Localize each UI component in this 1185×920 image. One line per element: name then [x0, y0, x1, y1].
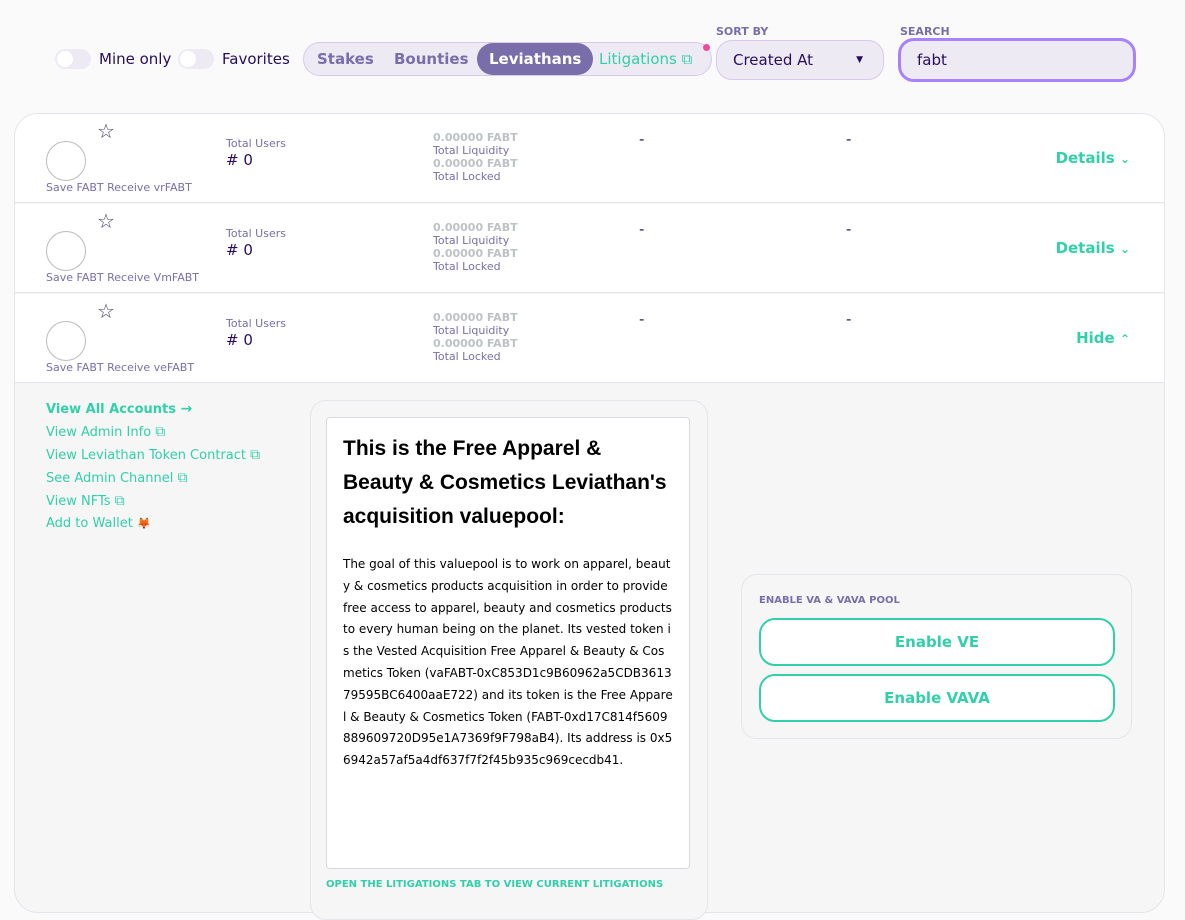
description-box: This is the Free Apparel & Beauty & Cosm… — [326, 417, 690, 869]
arrow-right-icon: → — [180, 401, 193, 417]
enable-vava-button[interactable]: Enable VAVA — [759, 674, 1115, 722]
locked-label: Total Locked — [433, 170, 501, 183]
link-view-admin-info[interactable]: View Admin Info ⧉ — [46, 424, 165, 440]
leviathan-row: ☆ Save FABT Receive veFABT Total Users #… — [15, 294, 1164, 383]
sort-value: Created At — [733, 51, 814, 69]
details-toggle[interactable]: Details ⌄ — [1056, 149, 1130, 167]
search-input[interactable] — [898, 38, 1136, 82]
liquidity-value: 0.00000 FABT — [433, 221, 518, 234]
users-label: Total Users — [226, 227, 286, 240]
link-view-leviathan-token-contract[interactable]: View Leviathan Token Contract ⧉ — [46, 447, 260, 463]
column-value: - — [846, 220, 852, 238]
enable-ve-button[interactable]: Enable VE — [759, 618, 1115, 666]
favorites-toggle[interactable] — [178, 49, 214, 69]
description-body: The goal of this valuepool is to work on… — [343, 557, 673, 768]
column-value: - — [639, 310, 645, 328]
users-value: # 0 — [226, 241, 253, 259]
link-add-to-wallet[interactable]: Add to Wallet 🦊 — [46, 516, 151, 531]
description-title: This is the Free Apparel & Beauty & Cosm… — [343, 437, 667, 528]
caret-down-icon: ▼ — [856, 55, 863, 65]
liquidity-value: 0.00000 FABT — [433, 311, 518, 324]
liquidity-label: Total Liquidity — [433, 324, 510, 337]
search-label: SEARCH — [900, 25, 950, 38]
avatar — [46, 141, 86, 181]
tab-litigations[interactable]: Litigations ⧉ — [587, 43, 704, 75]
star-icon[interactable]: ☆ — [97, 209, 115, 233]
details-toggle[interactable]: Hide ⌃ — [1076, 329, 1130, 347]
column-value: - — [639, 130, 645, 148]
users-value: # 0 — [226, 331, 253, 349]
mine-only-toggle[interactable] — [55, 49, 91, 69]
sort-label: SORT BY — [716, 25, 769, 38]
link-view-all-accounts[interactable]: View All Accounts → — [46, 401, 192, 417]
users-value: # 0 — [226, 151, 253, 169]
link-label: View All Accounts — [46, 402, 177, 417]
avatar — [46, 231, 86, 271]
avatar — [46, 321, 86, 361]
liquidity-value: 0.00000 FABT — [433, 131, 518, 144]
chevron-icon: ⌄ — [1119, 242, 1130, 256]
column-value: - — [639, 220, 645, 238]
tab-bounties[interactable]: Bounties — [394, 50, 469, 68]
locked-label: Total Locked — [433, 260, 501, 273]
details-label: Details — [1055, 239, 1115, 257]
liquidity-label: Total Liquidity — [433, 234, 510, 247]
link-label: Add to Wallet — [46, 516, 133, 531]
leviathan-row: ☆ Save FABT Receive VmFABT Total Users #… — [15, 204, 1164, 293]
metamask-fox-icon: 🦊 — [136, 517, 151, 530]
external-link-icon: ⧉ — [177, 470, 188, 486]
pool-name: Save FABT Receive vrFABT — [46, 181, 192, 194]
details-label: Hide — [1076, 329, 1115, 347]
pool-name: Save FABT Receive VmFABT — [46, 271, 200, 284]
external-link-icon: ⧉ — [114, 493, 125, 509]
locked-value: 0.00000 FABT — [433, 337, 518, 350]
column-value: - — [846, 310, 852, 328]
external-link-icon: ⧉ — [155, 424, 166, 440]
users-label: Total Users — [226, 137, 286, 150]
locked-label: Total Locked — [433, 350, 501, 363]
details-label: Details — [1055, 149, 1115, 167]
locked-value: 0.00000 FABT — [433, 247, 518, 260]
leviathan-row: ☆ Save FABT Receive vrFABT Total Users #… — [15, 114, 1164, 203]
link-see-admin-channel[interactable]: See Admin Channel ⧉ — [46, 470, 187, 486]
pool-label: ENABLE VA & VAVA POOL — [759, 595, 900, 606]
favorites-label: Favorites — [222, 50, 290, 68]
details-toggle[interactable]: Details ⌄ — [1056, 239, 1130, 257]
notification-dot — [703, 44, 710, 51]
link-label: View Leviathan Token Contract — [46, 448, 246, 463]
tab-litigations-label: Litigations — [599, 50, 677, 68]
locked-value: 0.00000 FABT — [433, 157, 518, 170]
litigations-hint[interactable]: OPEN THE LITIGATIONS TAB TO VIEW CURRENT… — [326, 879, 664, 890]
tab-stakes[interactable]: Stakes — [317, 50, 374, 68]
pool-panel: ENABLE VA & VAVA POOL Enable VE Enable V… — [741, 574, 1132, 739]
star-icon[interactable]: ☆ — [97, 299, 115, 323]
column-value: - — [846, 130, 852, 148]
link-label: See Admin Channel — [46, 471, 174, 486]
link-label: View Admin Info — [46, 425, 152, 440]
chevron-icon: ⌃ — [1119, 332, 1130, 346]
link-view-nfts[interactable]: View NFTs ⧉ — [46, 493, 125, 509]
star-icon[interactable]: ☆ — [97, 119, 115, 143]
tab-bar: Stakes Bounties Leviathans Litigations ⧉ — [303, 42, 712, 76]
external-link-icon: ⧉ — [681, 50, 693, 68]
mine-only-label: Mine only — [99, 50, 172, 68]
pool-name: Save FABT Receive veFABT — [46, 361, 195, 374]
external-link-icon: ⧉ — [250, 447, 261, 463]
link-label: View NFTs — [46, 494, 111, 509]
users-label: Total Users — [226, 317, 286, 330]
chevron-icon: ⌄ — [1119, 152, 1130, 166]
sort-select[interactable]: Created At ▼ — [716, 40, 884, 80]
tab-leviathans[interactable]: Leviathans — [477, 43, 594, 75]
liquidity-label: Total Liquidity — [433, 144, 510, 157]
